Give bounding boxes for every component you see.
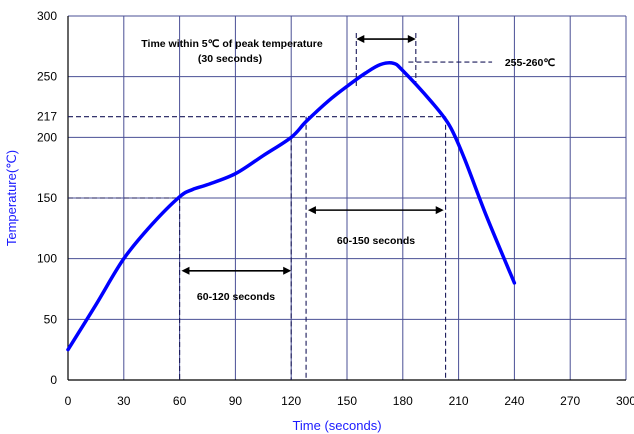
x-tick-label: 180 <box>393 394 413 408</box>
y-tick-label: 250 <box>37 70 57 84</box>
grid <box>67 15 627 381</box>
y-tick-label: 50 <box>44 312 58 326</box>
reference-lines <box>68 32 493 380</box>
arrows <box>181 35 444 275</box>
x-tick-label: 240 <box>504 394 524 408</box>
peak-window-label-line1: Time within 5℃ of peak temperature <box>141 38 323 50</box>
arrow-peak-window-head-left <box>356 35 365 44</box>
x-tick-label: 0 <box>65 394 72 408</box>
peak-temp-label: 255-260℃ <box>505 57 556 69</box>
series <box>66 61 517 352</box>
x-tick-label: 150 <box>337 394 357 408</box>
x-tick-label: 60 <box>173 394 187 408</box>
time-above-150-label: 60-120 seconds <box>197 291 275 303</box>
x-tick-label: 300 <box>616 394 634 408</box>
y-tick-label: 300 <box>37 9 57 23</box>
arrow-60-120-head-left <box>181 266 190 275</box>
tick-labels: 0 30 60 90 120 150 180 210 240 270 300 0 50 100 150 200… <box>37 9 634 408</box>
y-tick-label: 150 <box>37 191 57 205</box>
x-tick-label: 30 <box>117 394 131 408</box>
y-tick-label: 200 <box>37 130 57 144</box>
time-above-217-label: 60-150 seconds <box>337 235 415 247</box>
x-tick-label: 120 <box>281 394 301 408</box>
temperature-curve <box>66 61 517 352</box>
arrow-60-120-head-right <box>283 266 292 275</box>
x-tick-label: 210 <box>449 394 469 408</box>
arrow-60-150-head-left <box>307 206 316 215</box>
peak-window-label-line2: (30 seconds) <box>198 53 262 65</box>
x-tick-label: 90 <box>229 394 243 408</box>
y-tick-label: 217 <box>37 110 57 124</box>
arrow-60-150-head-right <box>435 206 444 215</box>
x-axis-title: Time (seconds) <box>292 418 381 433</box>
y-tick-label: 100 <box>37 252 57 266</box>
x-tick-label: 270 <box>560 394 580 408</box>
arrow-peak-window-head-right <box>407 35 416 44</box>
y-axis-title: Temperature(℃) <box>4 150 19 246</box>
y-tick-label: 0 <box>50 373 57 387</box>
